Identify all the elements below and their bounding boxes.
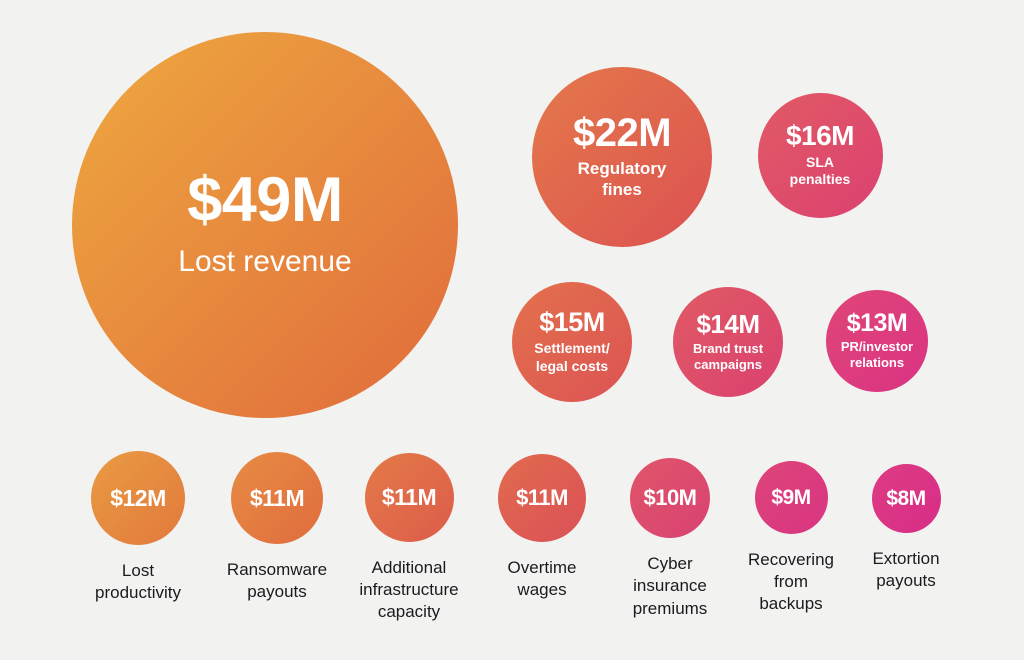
bubble-caption-line: payouts	[876, 570, 936, 590]
bubble-label-line: campaigns	[694, 357, 762, 372]
bubble-recovering-from-backups: $9M	[754, 460, 828, 534]
bubble-label-line: PR/investor	[840, 339, 914, 355]
bubble-caption-line: insurance	[633, 576, 707, 596]
bubble-caption-line: infrastructure	[359, 579, 459, 599]
bubble-brand-trust-campaigns: $14M Brand trust campaigns	[673, 287, 783, 397]
bubble-caption-line: Cyber	[647, 554, 693, 573]
bubble-label-settlement-legal-costs: Settlement/legal costs	[534, 340, 609, 374]
bubble-label-line: Lost revenue	[178, 245, 352, 279]
bubble-caption-line: Lost	[121, 561, 155, 580]
bubble-caption-line: Recovering	[748, 549, 834, 569]
bubble-cyber-insurance-premiums: $10M	[630, 458, 710, 538]
bubble-value-lost-revenue: $49M	[187, 165, 343, 236]
bubble-caption-line: from	[774, 571, 808, 591]
bubble-label-sla-penalties: SLA penalties	[790, 154, 851, 188]
bubble-label-line: legal costs	[535, 357, 609, 374]
bubble-caption-line: premiums	[632, 598, 708, 618]
bubble-label-line: fines	[602, 180, 642, 199]
bubble-caption-cyber-insurance-premiums: Cyber insurance premiums	[580, 553, 760, 620]
bubble-value-sla-penalties: $16M	[785, 119, 855, 151]
bubble-label-brand-trust-campaigns: Brand trust campaigns	[693, 341, 763, 373]
bubble-value-overtime-wages: $11M	[516, 485, 568, 510]
bubble-lost-revenue: $49M Lost revenue	[72, 32, 458, 418]
bubble-label-line: penalties	[789, 171, 851, 187]
bubble-value-brand-trust-campaigns: $14M	[696, 309, 760, 340]
bubble-value-pr-investor-relations: $13M	[846, 309, 908, 338]
bubble-value-lost-productivity: $12M	[110, 484, 166, 511]
bubble-pr-investor-relations: $13M PR/investor relations	[826, 290, 928, 392]
bubble-label-lost-revenue: Lost revenue	[178, 244, 351, 281]
bubble-label-regulatory-fines: Regulatory fines	[578, 159, 667, 200]
bubble-caption-recovering-from-backups: Recovering from backups	[701, 549, 881, 616]
bubble-label-line: relations	[849, 355, 905, 370]
bubble-caption-additional-infrastructure-capacity: Additional infrastructure capacity	[319, 557, 499, 624]
bubble-caption-line: backups	[759, 594, 823, 614]
bubble-value-regulatory-fines: $22M	[572, 111, 672, 156]
bubble-value-ransomware-payouts: $11M	[249, 484, 305, 511]
bubble-value-recovering-from-backups: $9M	[771, 485, 811, 509]
bubble-label-line: SLA	[805, 153, 834, 170]
bubble-additional-infrastructure-capacity: $11M	[364, 452, 454, 542]
bubble-value-cyber-insurance-premiums: $10M	[643, 485, 697, 510]
bubble-caption-ransomware-payouts: Ransomware payouts	[187, 559, 367, 604]
bubble-caption-overtime-wages: Overtime wages	[452, 557, 632, 602]
bubble-label-line: Settlement/	[534, 340, 610, 357]
bubble-caption-line: Overtime	[507, 558, 577, 577]
bubble-caption-line: Additional	[371, 557, 447, 577]
bubble-extortion-payouts: $8M	[871, 463, 941, 533]
bubble-settlement-legal-costs: $15M Settlement/legal costs	[512, 282, 632, 402]
bubble-overtime-wages: $11M	[498, 454, 586, 542]
bubble-caption-lost-productivity: Lost productivity	[48, 560, 228, 605]
bubble-label-pr-investor-relations: PR/investor relations	[841, 339, 913, 371]
bubble-label-line: Regulatory	[577, 159, 667, 179]
bubble-caption-line: wages	[517, 580, 567, 600]
bubble-caption-line: Extortion	[872, 548, 940, 568]
bubble-caption-extortion-payouts: Extortion payouts	[816, 548, 996, 593]
bubble-regulatory-fines: $22M Regulatory fines	[532, 67, 712, 247]
bubble-lost-productivity: $12M	[91, 451, 185, 545]
bubble-ransomware-payouts: $11M	[231, 452, 323, 544]
bubble-value-settlement-legal-costs: $15M	[539, 307, 605, 338]
bubble-sla-penalties: $16M SLA penalties	[757, 92, 883, 218]
bubble-caption-line: productivity	[95, 583, 181, 603]
bubble-caption-line: payouts	[247, 582, 307, 602]
bubble-value-extortion-payouts: $8M	[886, 486, 926, 510]
bubble-value-additional-infrastructure-capacity: $11M	[381, 483, 437, 510]
bubble-caption-line: capacity	[377, 602, 441, 622]
bubble-caption-line: Ransomware	[226, 560, 328, 579]
bubble-label-line: Brand trust	[692, 341, 764, 357]
